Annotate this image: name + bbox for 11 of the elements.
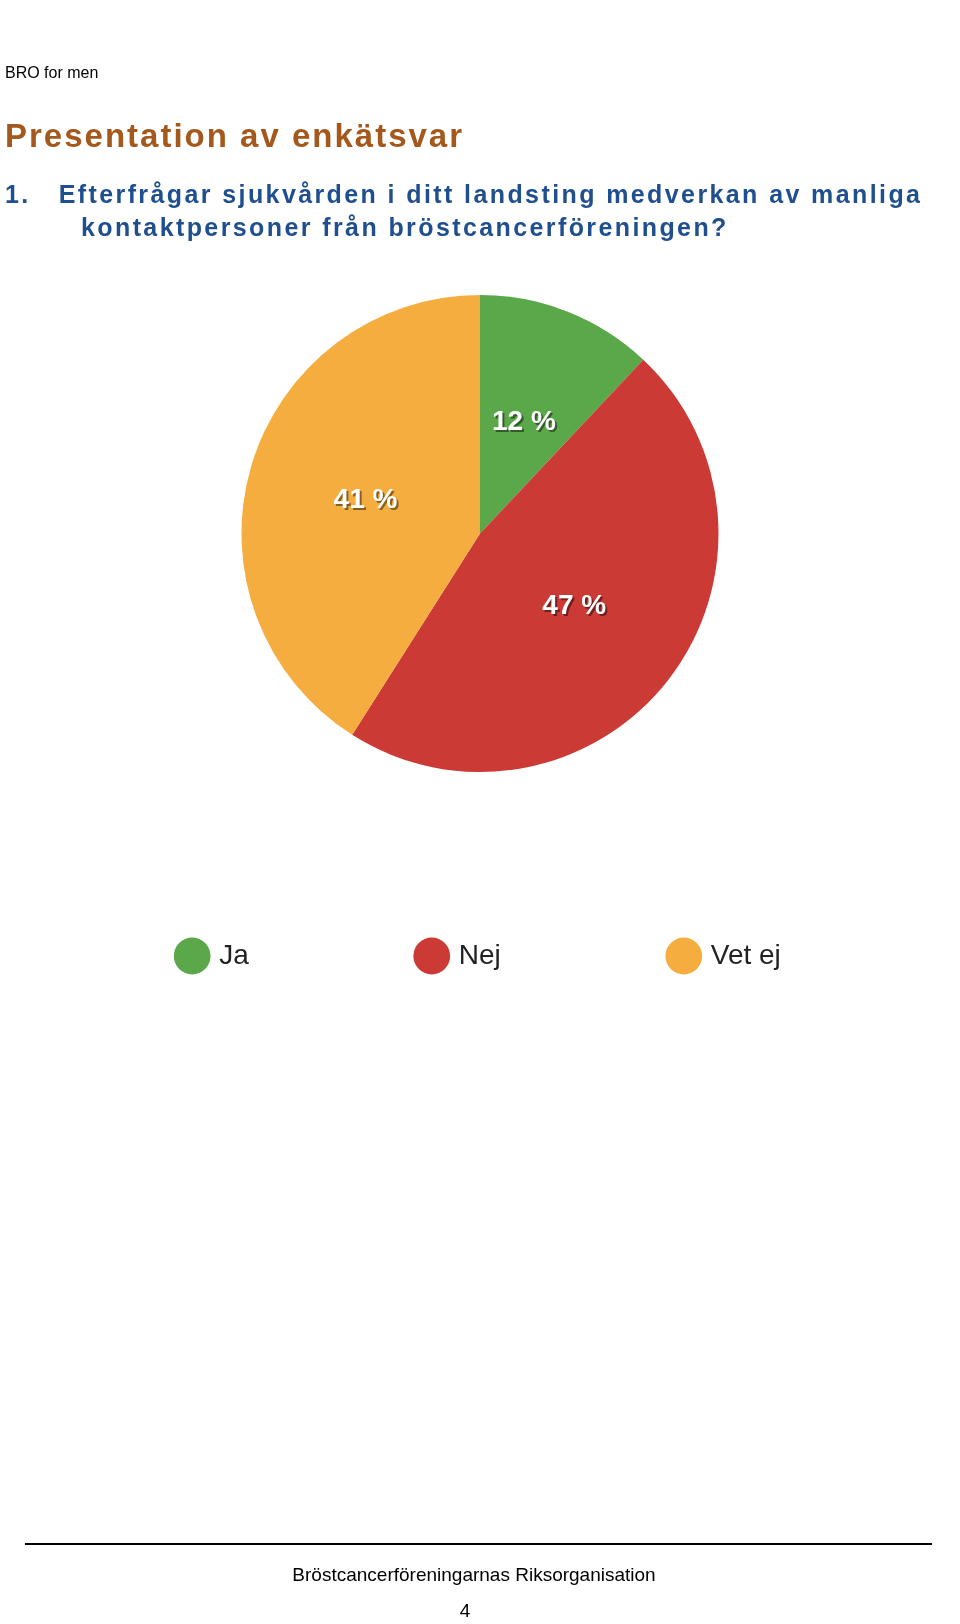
- data-label: 12 %: [493, 407, 558, 439]
- legend-label: Ja: [219, 938, 250, 970]
- chart-title: Presentation av enkätsvar: [5, 117, 465, 155]
- chart-subtitle: 1. Efterfrågar sjukvården i ditt landsting medverkan av manliga kontaktpersoner från bröstcancerföreningen?: [5, 179, 924, 243]
- legend-label: Nej: [458, 938, 501, 970]
- data-label: 41 %: [335, 484, 400, 516]
- text: 4: [458, 1600, 472, 1622]
- text: Bröstcancerföreningarnas Riksorganisation: [291, 1564, 657, 1586]
- text: BRO for men: [5, 64, 99, 82]
- legend-label: Vet ej: [710, 938, 781, 970]
- data-label: 47 %: [544, 591, 609, 623]
